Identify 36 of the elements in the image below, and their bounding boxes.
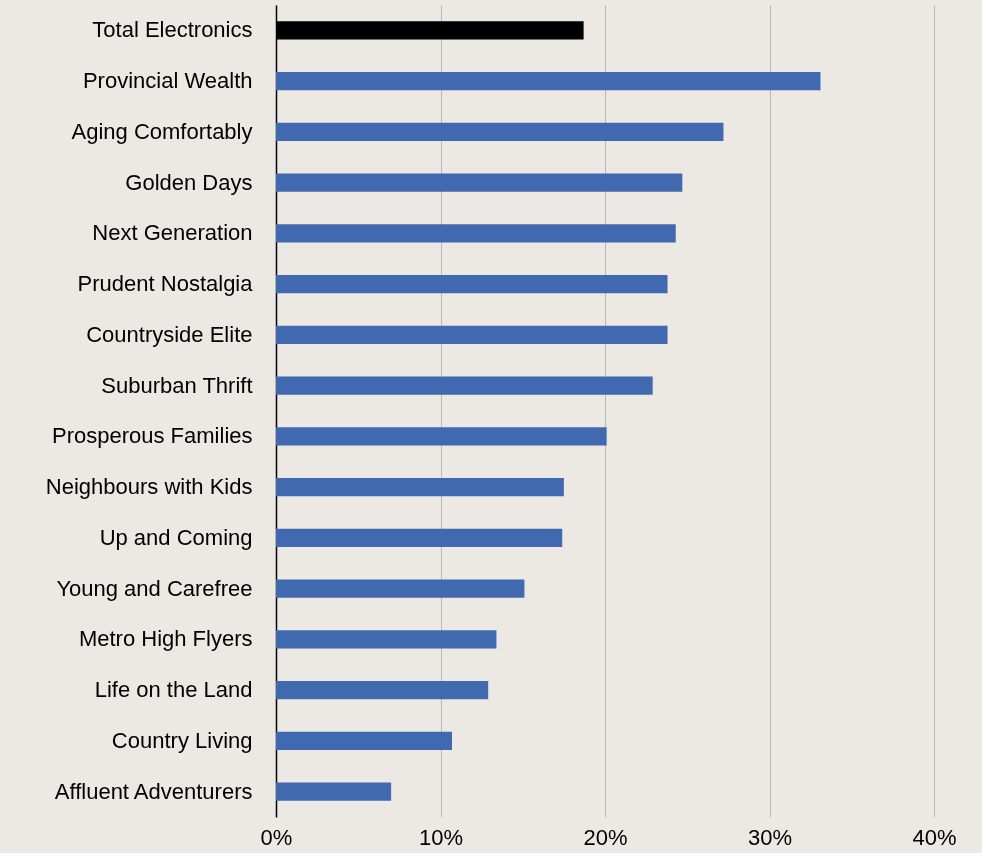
y-tick-label: Aging Comfortably	[71, 118, 253, 144]
y-tick-label: Metro High Flyers	[78, 626, 253, 652]
y-tick-label: Neighbours with Kids	[45, 474, 253, 500]
bar	[276, 122, 724, 142]
y-tick-label: Next Generation	[92, 220, 253, 246]
y-tick-label: Country Living	[111, 727, 253, 753]
bar	[276, 731, 453, 751]
y-tick-label: Prosperous Families	[51, 423, 253, 449]
bar	[276, 376, 653, 395]
y-tick-label: Young and Carefree	[56, 575, 253, 601]
y-tick-label: Life on the Land	[94, 677, 253, 703]
y-tick-label: Total Electronics	[92, 17, 253, 43]
x-tick-label: 30%	[747, 824, 793, 850]
bar	[276, 528, 563, 548]
bar	[276, 173, 683, 192]
x-tick-label: 10%	[418, 824, 464, 850]
y-tick-label: Countryside Elite	[86, 321, 253, 347]
bar	[276, 630, 497, 649]
bar	[276, 274, 668, 294]
y-tick-label: Up and Coming	[99, 524, 253, 550]
bar	[276, 579, 525, 598]
bar	[276, 325, 668, 345]
bar	[276, 71, 821, 91]
bar	[276, 477, 564, 497]
x-tick-label: 40%	[912, 824, 957, 850]
y-tick-label: Affluent Adventurers	[54, 778, 253, 804]
y-tick-label: Prudent Nostalgia	[77, 271, 254, 297]
bar	[276, 427, 607, 446]
bar	[276, 782, 392, 801]
bar	[276, 224, 676, 243]
x-tick-label: 0%	[260, 824, 293, 850]
y-tick-label: Golden Days	[125, 169, 253, 195]
y-tick-label: Suburban Thrift	[101, 372, 253, 398]
x-tick-label: 20%	[583, 824, 628, 850]
bar	[276, 680, 489, 700]
y-tick-label: Provincial Wealth	[82, 68, 253, 94]
